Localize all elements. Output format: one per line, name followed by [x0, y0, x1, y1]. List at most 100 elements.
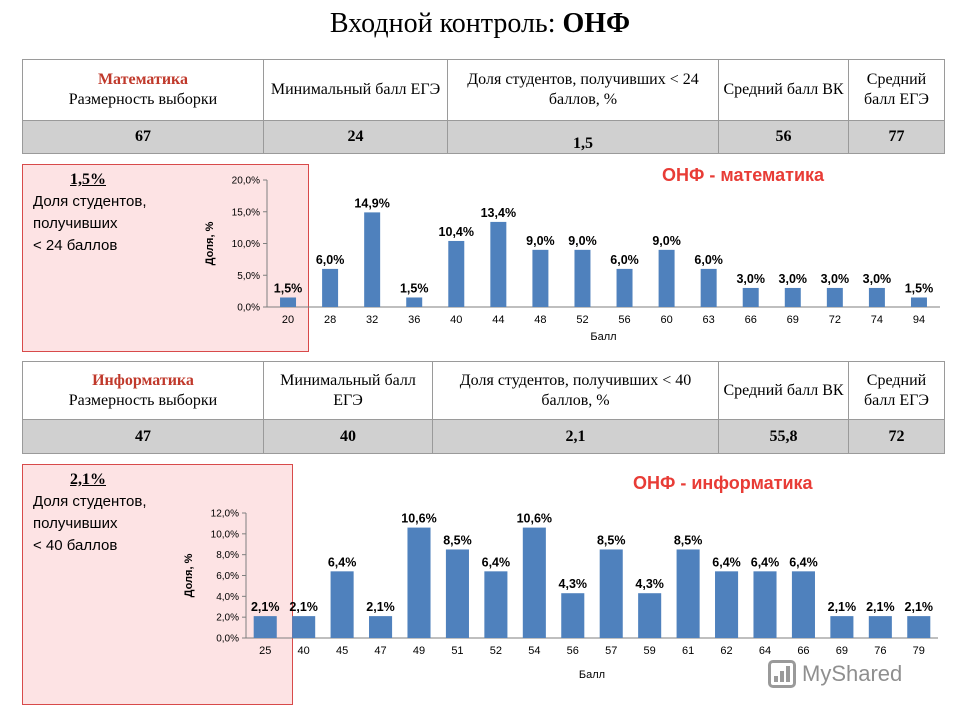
- math-share-header: Доля студентов, получивших < 24 баллов, …: [447, 59, 719, 121]
- x-tick-label: 57: [605, 645, 617, 657]
- data-label: 4,3%: [559, 577, 588, 591]
- x-tick-label: 48: [534, 314, 546, 326]
- info-chart-title: ОНФ - информатика: [633, 473, 813, 493]
- info-box-line2: получивших: [33, 515, 118, 532]
- bar: [676, 549, 700, 638]
- info-box-line3: < 40 баллов: [33, 537, 118, 554]
- bar: [253, 616, 277, 638]
- bar: [658, 249, 675, 307]
- data-label: 6,0%: [610, 253, 639, 267]
- data-label: 10,4%: [439, 225, 474, 239]
- y-tick-label: 20,0%: [232, 176, 260, 187]
- y-axis-title: Доля, %: [204, 221, 216, 265]
- data-label: 10,6%: [517, 512, 552, 526]
- data-label: 6,4%: [328, 555, 357, 569]
- data-label: 6,4%: [751, 555, 780, 569]
- y-tick-label: 0,0%: [216, 634, 239, 645]
- bar: [868, 616, 892, 638]
- info-avg-vk-header: Средний балл ВК: [718, 361, 849, 420]
- x-tick-label: 72: [829, 314, 841, 326]
- x-tick-label: 54: [528, 645, 540, 657]
- info-share-header: Доля студентов, получивших < 40 баллов, …: [432, 361, 719, 420]
- x-tick-label: 76: [874, 645, 886, 657]
- data-label: 9,0%: [652, 234, 681, 248]
- x-tick-label: 61: [682, 645, 694, 657]
- bar: [868, 287, 885, 307]
- math-info-box: 1,5% Доля студентов, получивших < 24 бал…: [22, 164, 309, 352]
- data-label: 2,1%: [366, 600, 395, 614]
- x-tick-label: 40: [298, 645, 310, 657]
- math-sample-header: Математика Размерность выборки: [22, 59, 264, 121]
- bar: [907, 616, 931, 638]
- bar: [484, 571, 508, 638]
- x-tick-label: 60: [660, 314, 672, 326]
- y-tick-label: 5,0%: [237, 271, 260, 282]
- bar: [292, 616, 316, 638]
- data-label: 2,1%: [866, 600, 895, 614]
- data-label: 6,4%: [482, 555, 511, 569]
- data-label: 1,5%: [400, 281, 429, 295]
- x-tick-label: 69: [787, 314, 799, 326]
- x-tick-label: 25: [259, 645, 271, 657]
- bar: [445, 549, 469, 638]
- data-label: 8,5%: [443, 533, 472, 547]
- x-tick-label: 44: [492, 314, 504, 326]
- y-tick-label: 8,0%: [216, 550, 239, 561]
- data-label: 3,0%: [863, 272, 892, 286]
- data-label: 9,0%: [526, 234, 555, 248]
- watermark-text: MyShared: [802, 661, 903, 686]
- x-tick-label: 66: [797, 645, 809, 657]
- math-stats-table: Математика Размерность выборки Минимальны…: [22, 59, 945, 154]
- x-tick-label: 52: [576, 314, 588, 326]
- bar: [561, 593, 585, 638]
- y-tick-label: 10,0%: [211, 529, 239, 540]
- data-label: 2,1%: [289, 600, 318, 614]
- bar: [830, 616, 854, 638]
- x-tick-label: 28: [324, 314, 336, 326]
- x-tick-label: 36: [408, 314, 420, 326]
- data-label: 6,0%: [316, 253, 345, 267]
- bar: [715, 571, 739, 638]
- x-tick-label: 45: [336, 645, 348, 657]
- bar: [280, 297, 297, 307]
- info-avg-ege-value: 72: [848, 419, 945, 454]
- math-chart: 0,0% 5,0% 10,0% 15,0% 20,0% 1,5% 20 6,0% 28 14,9%…: [204, 176, 940, 343]
- bar: [532, 249, 549, 307]
- info-sample-header: Информатика Размерность выборки: [22, 361, 264, 420]
- y-tick-label: 2,0%: [216, 613, 239, 624]
- x-tick-label: 56: [567, 645, 579, 657]
- data-label: 8,5%: [674, 533, 703, 547]
- data-label: 6,0%: [694, 253, 723, 267]
- x-tick-label: 59: [644, 645, 656, 657]
- info-chart: 0,0% 2,0% 4,0% 6,0% 8,0% 10,0% 12,0% 2,1% 25 2,1%…: [183, 509, 938, 681]
- data-label: 9,0%: [568, 234, 597, 248]
- x-tick-label: 47: [374, 645, 386, 657]
- y-tick-label: 0,0%: [237, 303, 260, 314]
- data-label: 2,1%: [828, 600, 857, 614]
- data-label: 6,4%: [712, 555, 741, 569]
- info-min-score-value: 40: [263, 419, 433, 454]
- x-tick-label: 49: [413, 645, 425, 657]
- bar: [700, 268, 717, 307]
- info-info-box: 2,1% Доля студентов, получивших < 40 бал…: [22, 464, 293, 705]
- x-axis-title: Балл: [579, 669, 605, 681]
- math-min-score-header: Минимальный балл ЕГЭ: [263, 59, 448, 121]
- y-tick-label: 6,0%: [216, 571, 239, 582]
- data-label: 3,0%: [821, 272, 850, 286]
- info-avg-vk-value: 55,8: [718, 419, 849, 454]
- bar: [638, 593, 662, 638]
- info-box-percent: 2,1%: [70, 471, 106, 488]
- y-tick-label: 12,0%: [211, 509, 239, 520]
- data-label: 3,0%: [779, 272, 808, 286]
- bar: [322, 268, 339, 307]
- bar: [369, 616, 393, 638]
- bar: [406, 297, 423, 307]
- info-share-value: 2,1: [432, 419, 719, 454]
- x-tick-label: 20: [282, 314, 294, 326]
- math-box-line2: получивших: [33, 215, 118, 232]
- bar: [753, 571, 777, 638]
- data-label: 2,1%: [251, 600, 280, 614]
- bar: [784, 287, 801, 307]
- data-label: 2,1%: [905, 600, 934, 614]
- x-tick-label: 66: [745, 314, 757, 326]
